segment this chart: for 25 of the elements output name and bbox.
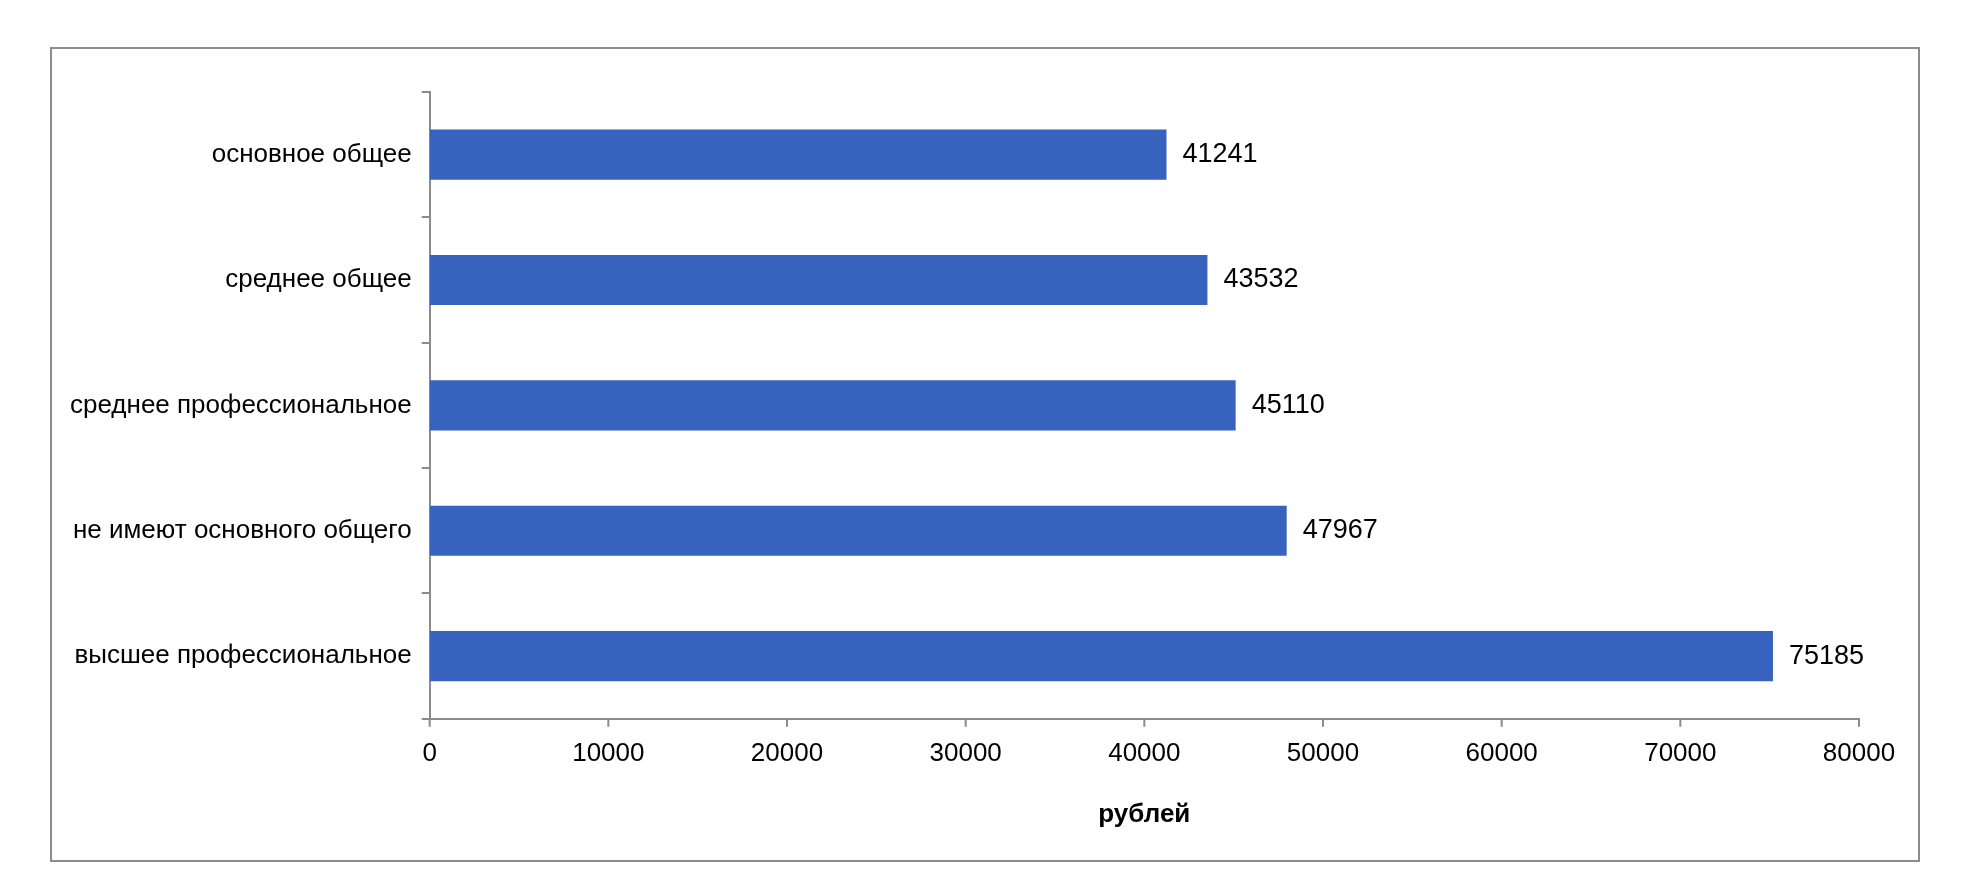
y-tick-label: среднее профессиональное	[70, 388, 412, 419]
y-tick-label: среднее общее	[225, 263, 412, 294]
data-label: 43532	[1223, 263, 1299, 294]
bar	[429, 254, 1208, 306]
bar	[429, 505, 1287, 556]
data-label: 41241	[1182, 138, 1258, 169]
bar	[429, 631, 1773, 682]
x-axis-title: рублей	[1098, 797, 1191, 828]
data-label: 47967	[1302, 514, 1378, 545]
x-tick-label: 50000	[1286, 736, 1360, 767]
y-tick-label: основное общее	[211, 137, 412, 168]
data-label: 45110	[1251, 388, 1325, 419]
y-tick-label: высшее профессиональное	[74, 639, 412, 670]
data-label: 75185	[1788, 639, 1865, 670]
y-tick-label: не имеют основного общего	[72, 513, 412, 544]
x-tick-label: 80000	[1822, 736, 1896, 767]
x-tick-label: 60000	[1465, 736, 1538, 767]
x-tick-label: 70000	[1644, 736, 1717, 767]
x-tick-label: 0	[422, 736, 437, 767]
bar	[429, 129, 1167, 180]
x-tick-label: 30000	[929, 736, 1002, 767]
x-tick-label: 40000	[1108, 736, 1181, 767]
x-tick-label: 20000	[750, 736, 824, 767]
bar	[429, 380, 1236, 431]
x-tick-label: 10000	[572, 736, 645, 767]
